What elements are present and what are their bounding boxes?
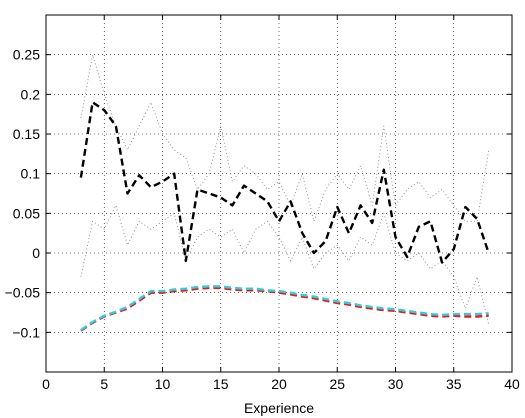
y-tick-label: 0.15 xyxy=(13,126,40,142)
y-tick-label: 0.05 xyxy=(13,205,40,221)
x-tick-label: 5 xyxy=(100,376,108,392)
x-tick-label: 15 xyxy=(213,376,229,392)
grid xyxy=(46,15,512,372)
x-tick-label: 0 xyxy=(42,376,50,392)
plot-frame xyxy=(45,14,513,373)
axis-ticks: 0 5 10 15 20 25 30 35 40 −0.1 −0.05 0 0.05 0.1 0.15 0.2… xyxy=(5,15,520,392)
series-line-4 xyxy=(80,285,489,331)
series-lines xyxy=(79,54,490,332)
x-tick-label: 10 xyxy=(155,376,171,392)
x-tick-label: 40 xyxy=(504,376,520,392)
x-axis-title: Experience xyxy=(244,400,314,416)
y-tick-label: −0.05 xyxy=(5,285,41,301)
y-tick-label: 0.1 xyxy=(21,166,41,182)
y-tick-label: −0.1 xyxy=(12,324,40,340)
series-line-2 xyxy=(79,101,490,264)
x-tick-label: 35 xyxy=(446,376,462,392)
y-tick-label: 0 xyxy=(32,245,40,261)
y-tick-label: 0.25 xyxy=(13,47,40,63)
y-tick-label: 0.2 xyxy=(21,86,41,102)
x-tick-label: 30 xyxy=(388,376,404,392)
x-tick-label: 25 xyxy=(329,376,345,392)
confidence-band-line-0 xyxy=(80,54,490,222)
series-line-3 xyxy=(80,286,489,332)
x-tick-label: 20 xyxy=(271,376,287,392)
